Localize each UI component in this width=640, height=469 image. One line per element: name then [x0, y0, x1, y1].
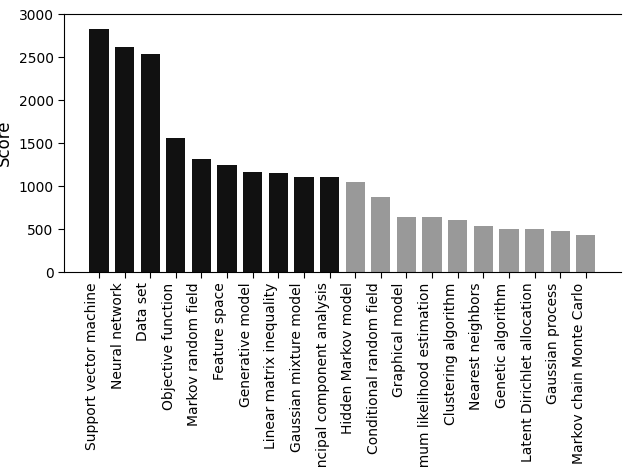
Bar — [499, 229, 518, 272]
Bar — [371, 197, 390, 272]
Bar — [115, 47, 134, 272]
Bar — [192, 159, 211, 272]
Bar — [320, 177, 339, 272]
Bar — [218, 165, 237, 272]
Y-axis label: Score: Score — [0, 120, 13, 166]
Bar — [448, 219, 467, 272]
Bar — [243, 172, 262, 272]
Bar — [346, 182, 365, 272]
Bar — [525, 229, 544, 272]
Bar — [576, 235, 595, 272]
Bar — [474, 227, 493, 272]
Bar — [141, 54, 160, 272]
Bar — [550, 231, 570, 272]
Bar — [294, 177, 314, 272]
Bar — [269, 173, 288, 272]
Bar — [90, 29, 109, 272]
Bar — [166, 138, 186, 272]
Bar — [422, 217, 442, 272]
Bar — [397, 217, 416, 272]
